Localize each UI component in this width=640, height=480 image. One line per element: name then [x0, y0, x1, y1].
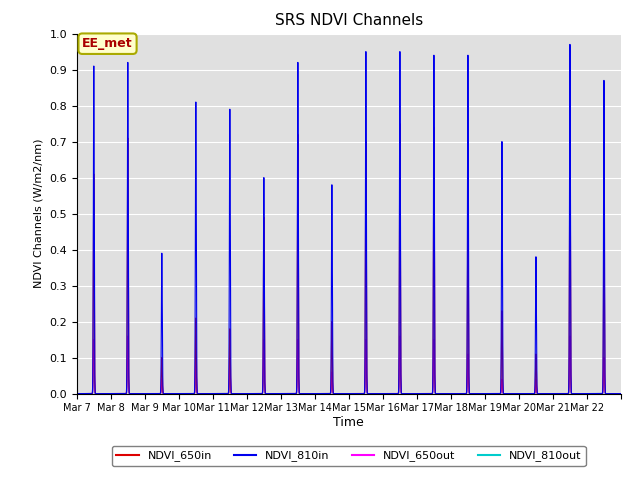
Line: NDVI_810out: NDVI_810out: [77, 369, 621, 394]
NDVI_650in: [467, 391, 474, 396]
NDVI_810in: [617, 391, 625, 396]
Legend: NDVI_650in, NDVI_810in, NDVI_650out, NDVI_810out: NDVI_650in, NDVI_810in, NDVI_650out, NDV…: [112, 446, 586, 466]
NDVI_650out: [419, 391, 426, 396]
NDVI_650in: [534, 391, 541, 396]
NDVI_810out: [467, 391, 474, 396]
NDVI_650out: [534, 391, 541, 396]
NDVI_650out: [467, 391, 474, 396]
Title: SRS NDVI Channels: SRS NDVI Channels: [275, 13, 423, 28]
NDVI_650in: [419, 391, 426, 396]
Line: NDVI_650in: NDVI_650in: [77, 120, 621, 394]
Text: EE_met: EE_met: [82, 37, 133, 50]
Y-axis label: NDVI Channels (W/m2/nm): NDVI Channels (W/m2/nm): [34, 139, 44, 288]
NDVI_810in: [467, 391, 474, 396]
Line: NDVI_810in: NDVI_810in: [77, 44, 621, 394]
NDVI_810out: [611, 391, 619, 396]
NDVI_650in: [501, 391, 509, 396]
NDVI_650out: [124, 333, 132, 339]
NDVI_810out: [90, 366, 98, 372]
NDVI_810out: [184, 391, 192, 396]
NDVI_810in: [566, 41, 574, 47]
NDVI_810in: [419, 391, 426, 396]
NDVI_810out: [419, 391, 426, 396]
NDVI_810in: [611, 391, 619, 396]
X-axis label: Time: Time: [333, 416, 364, 429]
NDVI_650in: [73, 391, 81, 396]
NDVI_650in: [184, 391, 192, 396]
NDVI_810in: [184, 391, 192, 396]
NDVI_650out: [501, 391, 509, 396]
NDVI_810out: [501, 391, 509, 396]
NDVI_650in: [611, 391, 619, 396]
NDVI_810out: [534, 391, 541, 396]
Line: NDVI_650out: NDVI_650out: [77, 336, 621, 394]
NDVI_650in: [617, 391, 625, 396]
NDVI_810out: [617, 391, 625, 396]
NDVI_810in: [534, 391, 541, 396]
NDVI_810in: [501, 391, 509, 396]
NDVI_650out: [184, 391, 192, 396]
NDVI_810in: [73, 391, 81, 396]
NDVI_650out: [73, 391, 81, 396]
NDVI_650in: [566, 117, 574, 123]
NDVI_650out: [617, 391, 625, 396]
NDVI_650out: [611, 391, 619, 396]
NDVI_810out: [73, 391, 81, 396]
